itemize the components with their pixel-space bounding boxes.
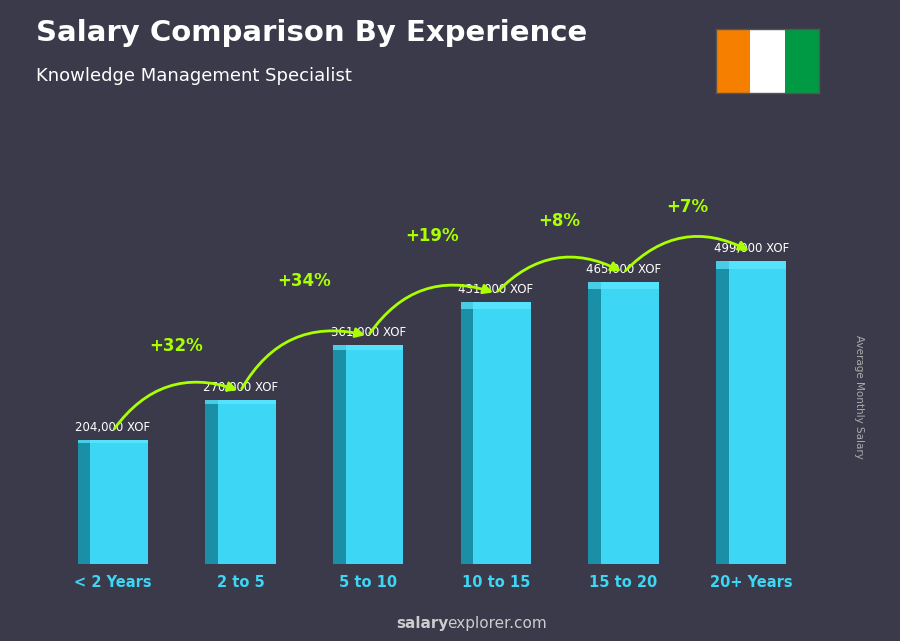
Bar [716,261,787,269]
Text: +8%: +8% [539,212,580,230]
Bar [205,400,275,564]
Text: +34%: +34% [277,272,331,290]
Bar [589,281,659,288]
Text: 270,000 XOF: 270,000 XOF [202,381,278,394]
Bar [77,440,148,444]
Bar [333,345,346,564]
Bar [461,303,531,309]
Bar [333,345,403,564]
Bar [716,29,750,93]
Text: 465,000 XOF: 465,000 XOF [586,263,662,276]
Text: explorer.com: explorer.com [447,617,547,631]
Text: 499,000 XOF: 499,000 XOF [714,242,789,255]
Text: 361,000 XOF: 361,000 XOF [330,326,406,339]
Text: 431,000 XOF: 431,000 XOF [458,283,534,296]
Bar [716,261,729,564]
Text: 204,000 XOF: 204,000 XOF [75,421,150,434]
Text: Salary Comparison By Experience: Salary Comparison By Experience [36,19,587,47]
Text: +32%: +32% [149,337,203,354]
Bar [77,440,148,564]
Text: salary: salary [396,617,448,631]
Bar [333,345,403,351]
Bar [589,281,659,564]
Bar [205,400,218,564]
Bar [77,440,90,564]
Text: Average Monthly Salary: Average Monthly Salary [854,335,865,460]
Bar [785,29,819,93]
Bar [461,303,531,564]
Text: +19%: +19% [405,227,459,245]
Bar [461,303,473,564]
Text: +7%: +7% [666,197,708,215]
Bar [750,29,785,93]
Bar [716,261,787,564]
Text: Knowledge Management Specialist: Knowledge Management Specialist [36,67,352,85]
Bar [589,281,601,564]
Bar [205,400,275,404]
